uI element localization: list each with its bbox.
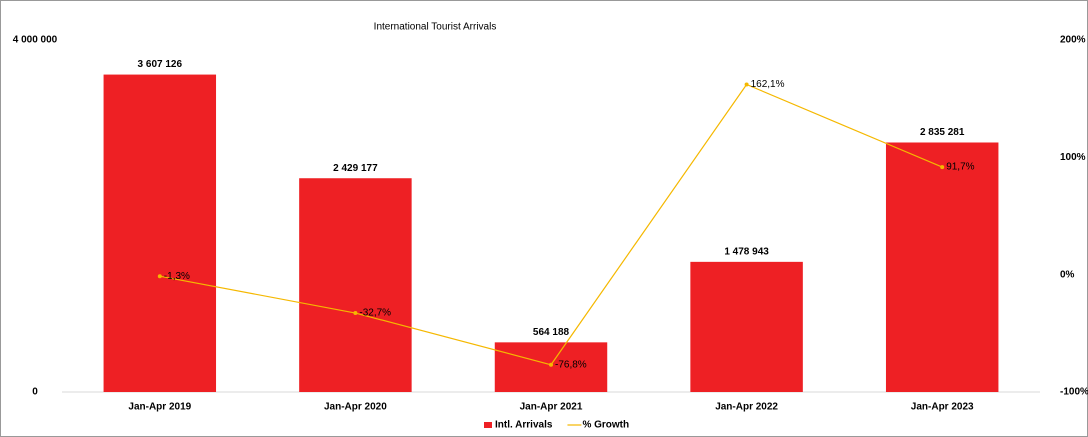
line-value-label: 91,7% [946,162,974,173]
x-tick-label: Jan-Apr 2022 [715,402,778,413]
legend-swatch [484,422,492,428]
line-value-label: 162,1% [751,79,785,90]
y-tick-label: 4 000 000 [13,35,58,46]
x-tick-label: Jan-Apr 2021 [520,402,583,413]
line-point [940,165,945,170]
legend-label: % Growth [582,420,629,431]
y2-tick-label: 100% [1060,152,1086,163]
y2-tick-label: 200% [1060,35,1086,46]
bar [494,342,608,392]
y2-tick-label: 0% [1060,269,1075,280]
bar-value-label: 564 188 [533,327,570,338]
line-value-label: -76,8% [555,359,587,370]
x-tick-label: Jan-Apr 2019 [128,402,191,413]
bar [299,178,412,392]
line-point [157,274,162,279]
bar-value-label: 3 607 126 [138,59,183,70]
bar [885,142,999,392]
bar [690,261,803,392]
chart-title: International Tourist Arrivals [374,22,497,33]
legend-label: Intl. Arrivals [495,420,553,431]
bar-value-label: 2 835 281 [920,127,965,138]
line-point [353,311,358,316]
line-value-label: -32,7% [359,308,391,319]
line-point [744,82,749,87]
bar [103,74,217,393]
line-point [549,362,553,367]
y-tick-label: 0 [32,387,38,398]
bar-value-label: 1 478 943 [724,246,769,257]
y2-tick-label: -100% [1060,387,1088,398]
x-tick-label: Jan-Apr 2023 [911,402,974,413]
x-tick-label: Jan-Apr 2020 [324,402,387,413]
bar-value-label: 2 429 177 [333,163,378,174]
line-value-label: -1,3% [164,271,190,282]
